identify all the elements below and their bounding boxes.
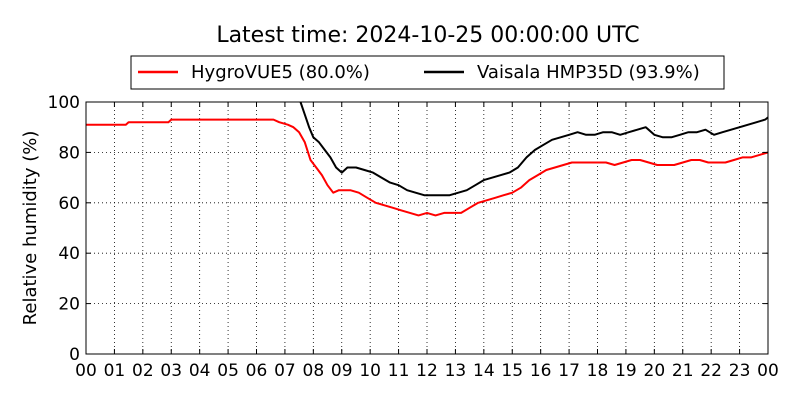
y-tick-labels: 0 20 40 60 80 100: [48, 93, 80, 365]
x-tick-label: 19: [615, 361, 637, 381]
x-tick-label: 02: [132, 361, 154, 381]
ticks: [85, 101, 769, 355]
x-tick-label: 06: [246, 361, 268, 381]
x-tick-label: 08: [303, 361, 325, 381]
x-tick-label: 18: [587, 361, 609, 381]
x-tick-label: 14: [473, 361, 495, 381]
series-group: [86, 101, 769, 217]
x-tick-label: 13: [445, 361, 467, 381]
y-axis-label: Relative humidity (%): [20, 131, 41, 326]
x-tick-label: 00: [75, 361, 97, 381]
x-tick-label: 10: [359, 361, 381, 381]
x-tick-label: 11: [388, 361, 410, 381]
y-tick-label: 20: [58, 295, 80, 315]
x-tick-labels: 00 01 02 03 04 05 06 07 08 09 10 11 12 13 14 15 16 17 18 19…: [75, 361, 779, 381]
x-tick-label: 00: [757, 361, 779, 381]
x-tick-label: 03: [160, 361, 182, 381]
x-tick-label: 23: [729, 361, 751, 381]
y-tick-label: 60: [58, 194, 80, 214]
x-tick-label: 04: [189, 361, 211, 381]
grid: [86, 102, 768, 354]
y-tick-label: 100: [48, 93, 80, 113]
x-tick-label: 15: [501, 361, 523, 381]
x-tick-label: 12: [416, 361, 438, 381]
y-tick-label: 0: [69, 345, 80, 365]
legend-label-hmp35d: Vaisala HMP35D (93.9%): [477, 62, 700, 83]
y-tick-label: 40: [58, 244, 80, 264]
series-line-hmp35d: [299, 101, 769, 197]
series-line-hygrovue5: [86, 118, 769, 217]
legend: HygroVUE5 (80.0%) Vaisala HMP35D (93.9%): [130, 55, 725, 90]
plot-frame: [85, 101, 769, 355]
x-tick-label: 22: [700, 361, 722, 381]
x-tick-label: 05: [217, 361, 239, 381]
x-tick-label: 17: [558, 361, 580, 381]
x-tick-label: 01: [104, 361, 126, 381]
x-tick-label: 21: [672, 361, 694, 381]
x-tick-label: 07: [274, 361, 296, 381]
x-tick-label: 16: [530, 361, 552, 381]
chart-title: Latest time: 2024-10-25 00:00:00 UTC: [216, 23, 639, 48]
y-tick-label: 80: [58, 143, 80, 163]
x-tick-label: 20: [644, 361, 666, 381]
legend-label-hygrovue5: HygroVUE5 (80.0%): [191, 62, 370, 83]
x-tick-label: 09: [331, 361, 353, 381]
